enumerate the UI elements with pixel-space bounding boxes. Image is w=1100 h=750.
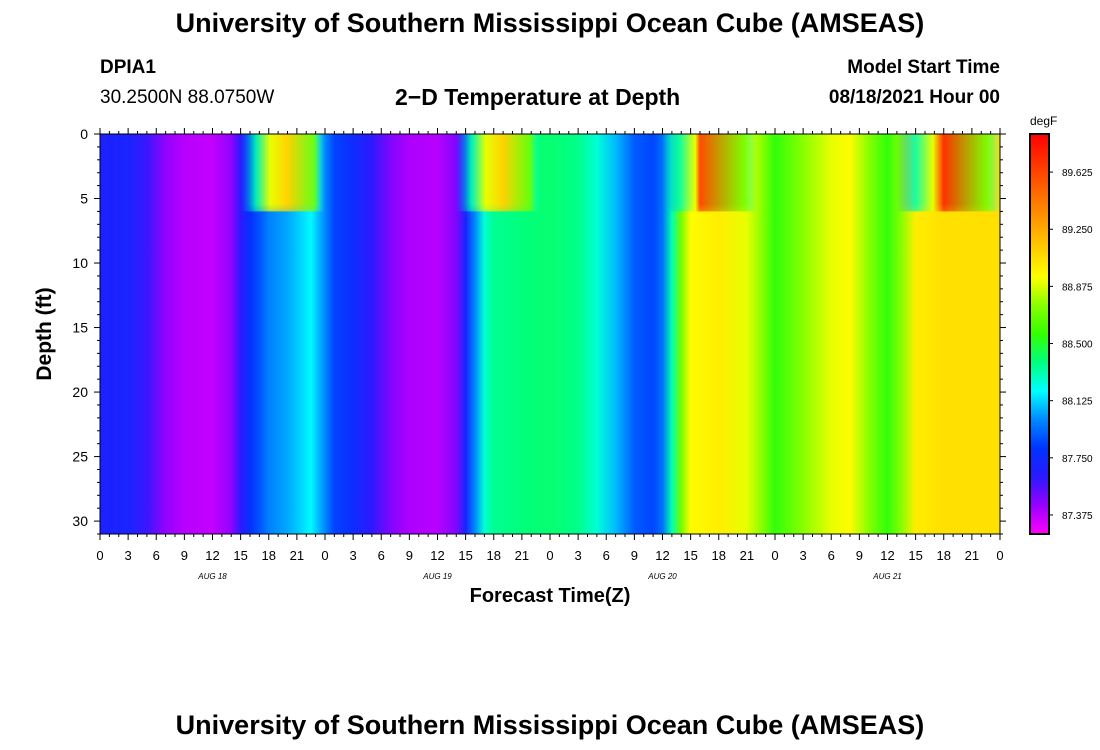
x-tick-label: 6 [378, 548, 385, 563]
model-start-value: 08/18/2021 Hour 00 [828, 87, 1000, 108]
y-tick-label: 0 [80, 126, 88, 142]
x-tick-label: 21 [515, 548, 529, 563]
colorbar-label: 88.875 [1062, 282, 1093, 293]
x-tick-label: 3 [125, 548, 132, 563]
x-tick-label: 9 [856, 548, 863, 563]
day-label: AUG 20 [647, 572, 677, 581]
x-tick-label: 3 [350, 548, 357, 563]
day-label: AUG 18 [197, 572, 227, 581]
x-tick-label: 9 [406, 548, 413, 563]
x-tick-label: 18 [937, 548, 951, 563]
y-tick-label: 30 [72, 513, 88, 529]
x-tick-label: 15 [458, 548, 472, 563]
x-tick-label: 18 [487, 548, 501, 563]
x-tick-label: 3 [575, 548, 582, 563]
x-tick-label: 21 [965, 548, 979, 563]
x-tick-label: 12 [880, 548, 894, 563]
x-tick-label: 0 [771, 548, 778, 563]
x-tick-label: 15 [233, 548, 247, 563]
x-tick-label: 21 [290, 548, 304, 563]
y-tick-label: 20 [72, 384, 88, 400]
x-tick-label: 0 [546, 548, 553, 563]
x-tick-label: 15 [683, 548, 697, 563]
colorbar-label: 89.625 [1062, 168, 1093, 179]
y-tick-label: 25 [72, 449, 88, 465]
x-axis-label: Forecast Time(Z) [469, 585, 631, 607]
y-tick-label: 15 [72, 320, 88, 336]
x-tick-label: 9 [631, 548, 638, 563]
colorbar-label: 88.125 [1062, 397, 1093, 408]
colorbar-label: 88.500 [1062, 340, 1093, 351]
plot-title: 2−D Temperature at Depth [395, 84, 681, 110]
heatmap-field [100, 134, 1000, 534]
x-tick-label: 18 [712, 548, 726, 563]
main-title: University of Southern Mississippi Ocean… [175, 8, 925, 38]
x-tick-label: 0 [321, 548, 328, 563]
colorbar [1029, 133, 1050, 535]
surface-warm-layer [896, 134, 1000, 212]
x-tick-label: 6 [153, 548, 160, 563]
surface-warm-layer [240, 134, 325, 212]
colorbar-label: 87.750 [1062, 454, 1093, 465]
colorbar-label: 87.375 [1062, 511, 1093, 522]
y-tick-label: 10 [72, 255, 88, 271]
x-tick-label: 18 [262, 548, 276, 563]
x-tick-label: 0 [96, 548, 103, 563]
x-tick-label: 21 [740, 548, 754, 563]
x-tick-label: 3 [800, 548, 807, 563]
x-tick-label: 6 [828, 548, 835, 563]
surface-warm-layer [456, 134, 541, 212]
footer-title: University of Southern Mississippi Ocean… [175, 710, 925, 740]
x-tick-label: 12 [205, 548, 219, 563]
day-label: AUG 19 [422, 572, 452, 581]
x-tick-label: 0 [996, 548, 1003, 563]
station-id: DPIA1 [100, 57, 156, 78]
y-axis-label: Depth (ft) [33, 287, 56, 381]
heatmap-body [100, 134, 1000, 534]
model-start-label: Model Start Time [847, 57, 1000, 78]
surface-warm-layer [662, 134, 757, 212]
x-tick-label: 12 [655, 548, 669, 563]
x-tick-label: 6 [603, 548, 610, 563]
x-tick-label: 9 [181, 548, 188, 563]
x-tick-label: 15 [908, 548, 922, 563]
day-label: AUG 21 [872, 572, 901, 581]
station-coordinates: 30.2500N 88.0750W [100, 87, 275, 108]
x-tick-label: 12 [430, 548, 444, 563]
colorbar-unit-label: degF [1030, 114, 1058, 128]
y-tick-label: 5 [80, 191, 88, 207]
colorbar-label: 89.250 [1062, 225, 1093, 236]
